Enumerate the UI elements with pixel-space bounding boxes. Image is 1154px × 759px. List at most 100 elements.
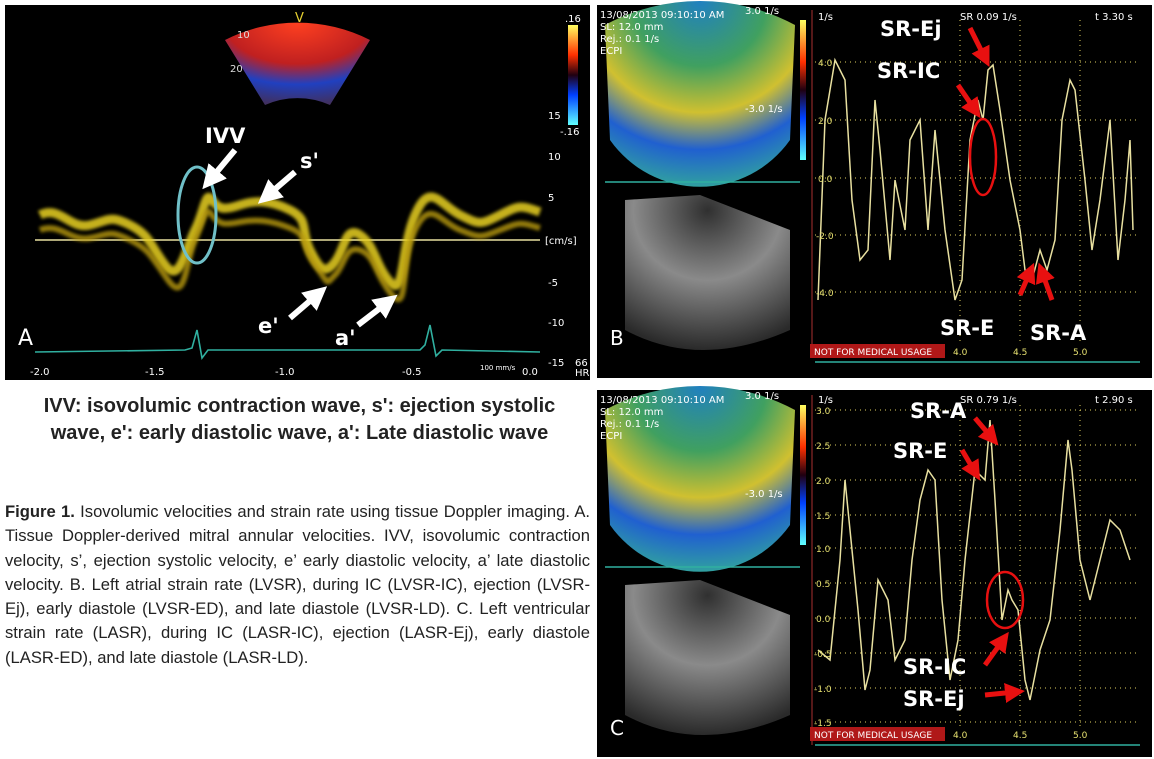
time-readout: t 2.90 s	[1095, 395, 1133, 406]
group	[955, 26, 1055, 301]
hr: 66	[575, 358, 588, 369]
graphic	[176, 165, 218, 265]
graphic	[800, 405, 806, 545]
y-tick-label: 10	[548, 152, 561, 163]
header: ECPI	[600, 431, 622, 442]
sr-readout: SR 0.09 1/s	[960, 12, 1017, 23]
annotation: SR-E	[893, 439, 947, 463]
x-tick-label: -1.5	[145, 367, 165, 378]
annotation: SR-A	[1030, 321, 1087, 345]
graphic	[985, 570, 1025, 630]
graphic	[810, 344, 945, 358]
header: SL: 12.0 mm	[600, 22, 663, 33]
x-tick-label: 5.0	[1073, 731, 1088, 741]
group: 15 10 5 [cm/s] -5 -10 -15 -2.0 -1.5 -1.0…	[30, 111, 590, 379]
scale-label: -3.0 1/s	[745, 104, 783, 115]
x-tick-label: 4.0	[953, 731, 968, 741]
sector-mark: 10	[237, 30, 250, 41]
panel-label: C	[610, 716, 624, 740]
scale-label: -3.0 1/s	[745, 489, 783, 500]
group: 3.0 2.5 2.0 1.5 1.0 0.5 0.0 -0.5 -1.0 -1…	[814, 407, 1088, 741]
x-tick-label: 4.5	[1013, 731, 1027, 741]
y-tick-label: 1.5	[816, 512, 830, 522]
annotation: SR-IC	[903, 655, 966, 679]
graphic	[984, 683, 1025, 703]
graphic	[955, 83, 981, 119]
y-tick-label: 0.0	[816, 615, 831, 625]
sr-readout: SR 0.79 1/s	[960, 395, 1017, 406]
group: 13/08/2013 09:10:10 AM SL: 12.0 mm Rej.:…	[600, 391, 1133, 500]
time-readout: t 3.30 s	[1095, 12, 1133, 23]
y-tick-label: 2.0	[816, 477, 831, 487]
y-tick-label: 15	[548, 111, 561, 122]
x-tick-label: 5.0	[1073, 348, 1088, 358]
group	[959, 416, 1025, 703]
annotation: a'	[335, 326, 356, 350]
annotation: SR-A	[910, 399, 967, 423]
y-tick-label: 3.0	[816, 407, 831, 417]
graphic	[1035, 262, 1055, 301]
warning: NOT FOR MEDICAL USAGE	[814, 348, 932, 358]
graphic	[605, 385, 795, 572]
graphic	[37, 192, 542, 290]
x-tick-label: -1.0	[275, 367, 295, 378]
graphic	[982, 631, 1009, 667]
y-tick-label: -10	[548, 318, 564, 329]
graphic	[288, 286, 328, 321]
scale-label: 3.0 1/s	[745, 391, 779, 402]
graphic	[625, 195, 790, 350]
annotation: e'	[258, 314, 279, 338]
y-tick-label: 0.5	[816, 580, 830, 590]
graphic	[959, 448, 981, 481]
figure-caption: Figure 1. Isovolumic velocities and stra…	[5, 500, 590, 670]
hr-unit: HR	[575, 368, 590, 379]
x-tick-label: 4.5	[1013, 348, 1027, 358]
sector-mark: V	[295, 11, 304, 26]
panel-label: A	[18, 326, 33, 351]
header: 13/08/2013 09:10:10 AM	[600, 10, 724, 21]
speed: 100 mm/s	[480, 364, 516, 372]
graphic	[1016, 262, 1036, 296]
y-tick-label: -4.0	[816, 289, 834, 299]
y-tick-label: -2.0	[816, 232, 834, 242]
graphic	[257, 169, 297, 204]
y-tick-label: -1.0	[814, 685, 832, 695]
annotation: IVV	[205, 124, 246, 148]
y-tick-label: -5	[548, 278, 558, 289]
y-tick-label: 5	[548, 193, 554, 204]
graphic	[568, 25, 578, 125]
unit: 1/s	[818, 395, 833, 406]
annotation: SR-IC	[877, 59, 940, 83]
figure-text: Isovolumic velocities and strain rate us…	[5, 502, 591, 667]
graphic	[38, 208, 541, 303]
graphic	[800, 20, 806, 160]
header: Rej.: 0.1 1/s	[600, 419, 659, 430]
scale-label: 3.0 1/s	[745, 6, 779, 17]
scale-label: .16	[565, 14, 581, 25]
graphic	[967, 26, 990, 67]
annotation: SR-E	[940, 316, 994, 340]
y-tick-label: 0.0	[818, 175, 833, 185]
figure-label: Figure 1.	[5, 502, 75, 521]
panel-label: B	[610, 326, 624, 350]
sector-mark: 20	[230, 64, 243, 75]
group	[202, 148, 398, 328]
y-tick-label: -0.5	[814, 650, 832, 660]
header: ECPI	[600, 46, 622, 57]
warning: NOT FOR MEDICAL USAGE	[814, 731, 932, 741]
graphic	[225, 22, 370, 106]
x-tick-label: -2.0	[30, 367, 50, 378]
y-tick-label: 1.0	[816, 545, 831, 555]
graphic	[356, 294, 398, 328]
graphic	[810, 727, 945, 741]
x-tick-label: 0.0	[522, 367, 538, 378]
y-tick-label: [cm/s]	[545, 236, 577, 247]
annotation: s'	[300, 149, 319, 173]
y-tick-label: 2.5	[816, 442, 830, 452]
graphic	[968, 117, 998, 197]
annotation: SR-Ej	[903, 687, 965, 711]
panel-a-caption: IVV: isovolumic contraction wave, s': ej…	[43, 395, 556, 444]
unit: 1/s	[818, 12, 833, 23]
